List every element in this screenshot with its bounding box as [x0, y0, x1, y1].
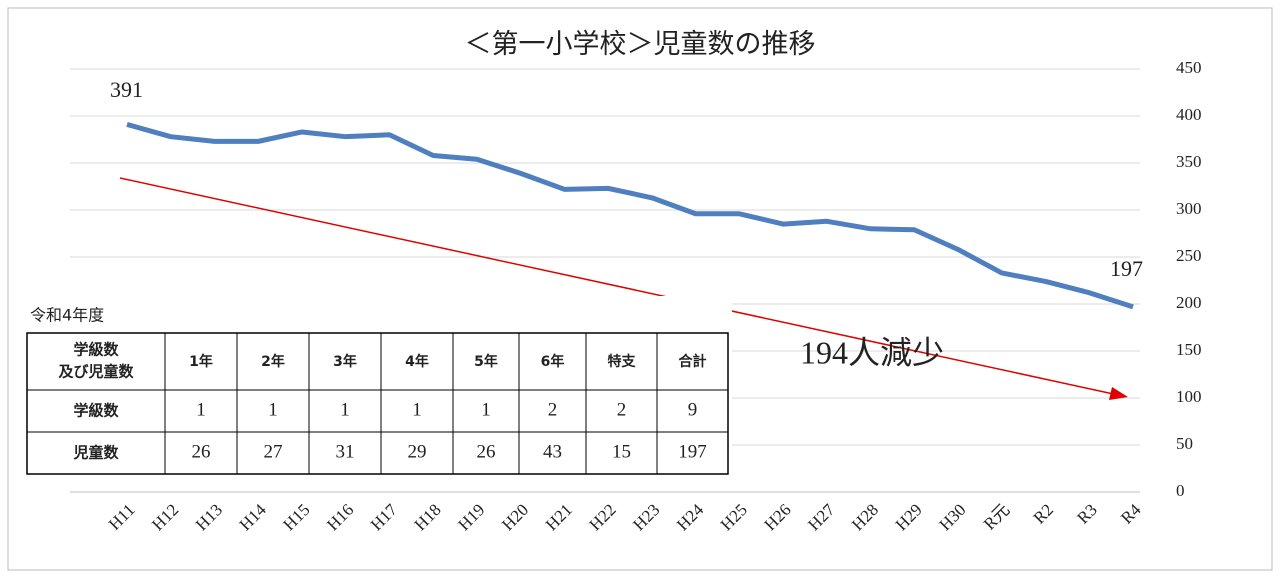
table-row-header: 学級数 — [73, 402, 119, 420]
table-cell: 1 — [340, 399, 350, 420]
table-header: 1年 — [189, 353, 213, 370]
y-tick-label: 250 — [1176, 246, 1202, 265]
table-cell: 197 — [678, 441, 707, 462]
table-cell: 29 — [408, 441, 427, 462]
y-tick-label: 100 — [1176, 387, 1202, 406]
table-cell: 26 — [477, 441, 496, 462]
y-tick-label: 150 — [1176, 340, 1202, 359]
table-header: 学級数 — [73, 341, 119, 359]
table-background — [20, 296, 732, 478]
table-header: 4年 — [405, 353, 429, 370]
y-tick-label: 350 — [1176, 152, 1202, 171]
table-cell: 15 — [612, 441, 631, 462]
line — [126, 122, 1134, 310]
y-tick-label: 450 — [1176, 58, 1202, 77]
trend-arrow — [119, 177, 1119, 396]
table-title: 令和4年度 — [30, 306, 104, 325]
table-header: 5年 — [474, 353, 498, 370]
table-header: 合計 — [679, 353, 707, 370]
table-row-header: 児童数 — [72, 444, 119, 462]
table-cell: 2 — [617, 399, 627, 420]
table-header: 特支 — [608, 353, 637, 370]
table-border — [26, 332, 729, 475]
table-header: 及び児童数 — [58, 363, 134, 381]
table-cell: 2 — [548, 399, 558, 420]
y-tick-label: 0 — [1176, 481, 1185, 500]
table-cell: 1 — [196, 399, 206, 420]
y-tick-label: 300 — [1176, 199, 1202, 218]
table-header: 6年 — [541, 353, 565, 370]
table-cell: 1 — [412, 399, 422, 420]
y-tick-label: 200 — [1176, 293, 1202, 312]
annotation: 391 — [110, 77, 143, 102]
table-cell: 31 — [336, 441, 355, 462]
annotation: 194人減少 — [800, 334, 944, 370]
table-cell: 43 — [543, 441, 562, 462]
chart-title: ＜第一小学校＞児童数の推移 — [465, 29, 816, 59]
table-cell: 26 — [192, 441, 211, 462]
annotation: 197 — [1110, 256, 1143, 281]
table-cell: 27 — [264, 441, 283, 462]
arrow-head — [1109, 387, 1128, 400]
table-cell: 1 — [268, 399, 278, 420]
table-header: 3年 — [333, 353, 357, 370]
y-tick-label: 400 — [1176, 105, 1202, 124]
table-cell: 9 — [688, 399, 698, 420]
table-cell: 1 — [481, 399, 491, 420]
table-header: 2年 — [261, 353, 285, 370]
y-tick-label: 50 — [1176, 434, 1193, 453]
